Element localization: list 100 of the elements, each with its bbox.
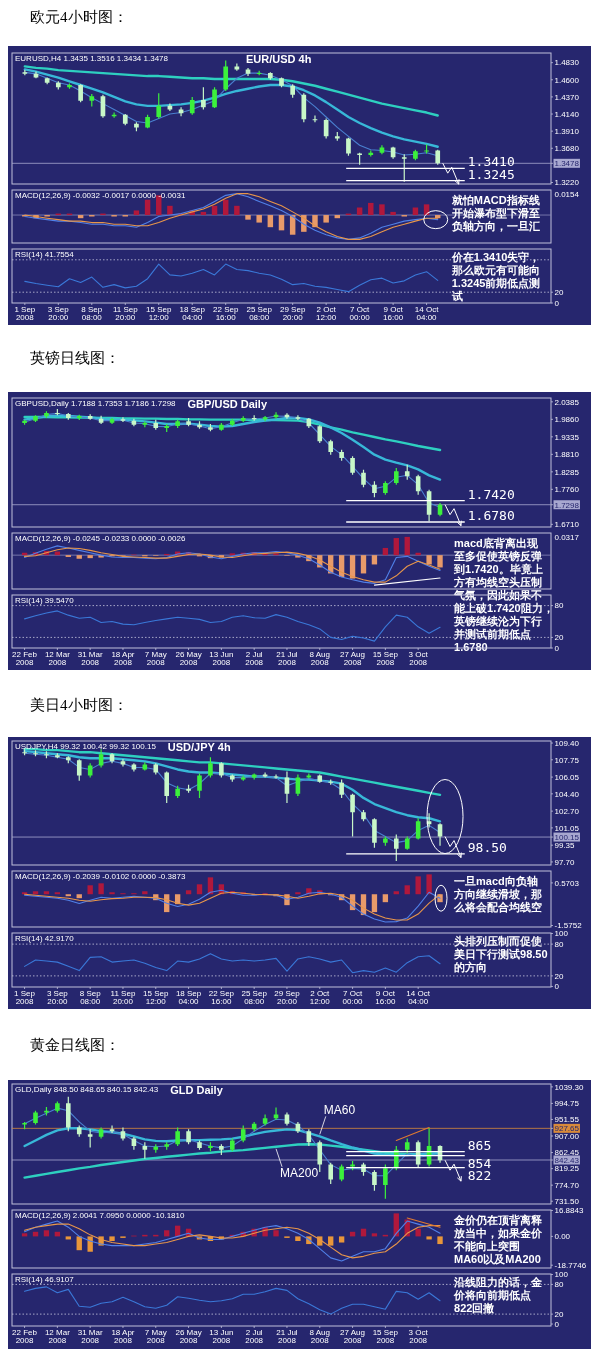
x-tick-label: 3 Oct 2008 bbox=[408, 650, 429, 667]
x-tick-label: 3 Oct 2008 bbox=[408, 1328, 429, 1345]
y-tick-label: 951.55 bbox=[554, 1115, 580, 1125]
x-tick-label: 13 Jun 2008 bbox=[209, 650, 234, 667]
x-tick-label: 22 Feb 2008 bbox=[12, 650, 38, 667]
chart-title: MACD(12,26,9) -0.0032 -0.0017 0.0000 -0.0031 bbox=[15, 191, 186, 200]
y-tick-label: 907.00 bbox=[554, 1131, 580, 1141]
x-tick-label: 26 May 2008 bbox=[175, 650, 202, 667]
y-tick-label: 1.8285 bbox=[554, 467, 580, 477]
x-tick-label: 9 Oct 16:00 bbox=[375, 989, 396, 1006]
x-tick-label: 7 May 2008 bbox=[144, 650, 167, 667]
y-tick-label: 994.75 bbox=[554, 1099, 580, 1109]
annotation: GBPUSD,Daily 1.7188 1.7353 1.7186 1.7298 bbox=[15, 398, 177, 408]
x-tick-label: 7 Oct 00:00 bbox=[349, 305, 371, 322]
y-tick-label: 80 bbox=[554, 601, 564, 611]
y-tick-label: 20 bbox=[554, 288, 564, 297]
chart-title: MACD(12,26,9) 2.0041 7.0950 0.0000 -10.1810 bbox=[15, 1211, 185, 1220]
x-tick-label: 21 Jul 2008 bbox=[276, 650, 298, 667]
y-tick-label: 100 bbox=[554, 1270, 569, 1280]
chart-title: MACD(12,26,9) -0.0245 -0.0233 0.0000 -0.0026 bbox=[15, 534, 186, 543]
y-tick-label: 107.75 bbox=[554, 755, 580, 765]
x-tick-label: 27 Aug 2008 bbox=[340, 1328, 366, 1345]
x-tick-label: 29 Sep 20:00 bbox=[274, 989, 301, 1006]
y-tick-label: 0 bbox=[554, 298, 560, 308]
annotation: EURUSD,H4 1.3435 1.3516 1.3434 1.3478 bbox=[15, 53, 169, 63]
ref-line-label: 98.50 bbox=[467, 839, 507, 855]
text: 一旦macd向负轴方向继续滑坡，那么将会配合均线空头排列压制而促使美日下行测试98.50的方向 bbox=[454, 875, 548, 973]
chart-title: RSI(14) 46.9107 bbox=[15, 1275, 75, 1284]
y-tick-label: 80 bbox=[554, 1280, 564, 1290]
y-tick-label: 20 bbox=[554, 633, 564, 643]
x-tick-label: 8 Aug 2008 bbox=[309, 1328, 330, 1345]
text: 0.0317 bbox=[554, 533, 580, 542]
y-tick-label: 1.4830 bbox=[554, 58, 580, 68]
y-tick-label: 819.25 bbox=[554, 1164, 580, 1174]
y-tick-label: -1.5752 bbox=[554, 921, 583, 931]
x-tick-label: 21 Jul 2008 bbox=[276, 1328, 298, 1345]
annotation: 金价仍在顶背离释放当中，如果金价不能向上突围MA60以及MA200沿线阻力的话，金价将向前期低点822回撤 bbox=[453, 1214, 544, 1314]
x-tick-label: 13 Jun 2008 bbox=[209, 1328, 234, 1345]
text: macd底背离出现至多促使英镑反弹到1.7420。毕竟上方有均线空头压制气氛，因此如果不能上破1.7420阻力，英镑继续沦为下行并测试前期低点1.6780 bbox=[454, 537, 554, 653]
y-tick-label: 0 bbox=[554, 643, 560, 653]
chart-title: RSI(14) 39.5470 bbox=[15, 596, 75, 605]
y-tick-label: 101.05 bbox=[554, 823, 580, 833]
x-tick-label: 22 Sep 16:00 bbox=[213, 305, 239, 322]
x-tick-label: 8 Aug 2008 bbox=[309, 650, 330, 667]
text: 0.0154 bbox=[554, 190, 580, 199]
y-tick-label: 106.05 bbox=[554, 772, 580, 782]
y-tick-label: 0 bbox=[554, 982, 560, 992]
series-label: MA60 bbox=[323, 1103, 356, 1118]
y-tick-label: 731.50 bbox=[554, 1197, 580, 1207]
y-tick-label: 109.40 bbox=[554, 738, 580, 748]
chart-title: MACD(12,26,9) -0.2039 -0.0102 0.0000 -0.3873 bbox=[15, 872, 186, 881]
series-label: MA200 bbox=[280, 1165, 319, 1180]
y-tick-label: 0.5703 bbox=[554, 878, 580, 888]
x-tick-label: 31 Mar 2008 bbox=[77, 650, 103, 667]
x-tick-label: 12 Mar 2008 bbox=[44, 1328, 71, 1345]
x-tick-label: 2 Oct 12:00 bbox=[309, 989, 331, 1006]
x-tick-label: 7 May 2008 bbox=[144, 1328, 167, 1345]
chart-title: RSI(14) 42.9170 bbox=[15, 934, 75, 943]
y-tick-label: 1.9860 bbox=[554, 415, 580, 425]
x-tick-label: 1 Sep 2008 bbox=[14, 305, 36, 322]
x-tick-label: 22 Sep 16:00 bbox=[208, 989, 235, 1006]
y-tick-label: 97.70 bbox=[554, 857, 576, 867]
x-tick-label: 3 Sep 20:00 bbox=[47, 305, 70, 322]
x-tick-label: 1 Sep 2008 bbox=[14, 989, 36, 1006]
y-tick-label: 1.3910 bbox=[554, 126, 580, 136]
chart-title: 英镑日线图： bbox=[30, 350, 120, 366]
annotation: GLD,Daily 848.50 848.65 840.15 842.43 bbox=[15, 1084, 159, 1094]
chart-subtitle: EUR/USD 4h bbox=[246, 53, 312, 65]
x-tick-label: 27 Aug 2008 bbox=[340, 650, 366, 667]
y-tick-label: -18.7746 bbox=[554, 1261, 587, 1270]
y-tick-label: 0 bbox=[554, 1319, 560, 1329]
chart-subtitle: GBP/USD Daily bbox=[187, 398, 268, 410]
x-tick-label: 14 Oct 04:00 bbox=[406, 989, 431, 1006]
y-tick-label: 1039.30 bbox=[554, 1082, 584, 1092]
x-tick-label: 18 Apr 2008 bbox=[111, 1328, 135, 1345]
x-tick-label: 15 Sep 12:00 bbox=[143, 989, 169, 1006]
y-tick-label: 2.0385 bbox=[554, 397, 580, 407]
x-tick-label: 18 Apr 2008 bbox=[111, 650, 135, 667]
chart-title: RSI(14) 41.7554 bbox=[15, 250, 75, 259]
y-tick-label: 1.3220 bbox=[554, 178, 580, 188]
x-tick-label: 18 Sep 04:00 bbox=[179, 305, 206, 322]
y-tick-label: 100 bbox=[554, 929, 569, 939]
chart-title: 美日4小时图： bbox=[30, 697, 128, 713]
y-tick-label: 102.70 bbox=[554, 806, 580, 816]
y-tick-label: 1.4370 bbox=[554, 92, 580, 102]
x-tick-label: 2 Jul 2008 bbox=[245, 1328, 264, 1345]
x-tick-label: 29 Sep 20:00 bbox=[279, 305, 306, 322]
x-tick-label: 9 Oct 16:00 bbox=[383, 305, 404, 322]
y-tick-label: 80 bbox=[554, 939, 564, 949]
x-tick-label: 31 Mar 2008 bbox=[77, 1328, 103, 1345]
y-tick-label: 16.8843 bbox=[554, 1206, 584, 1216]
y-tick-label: 104.40 bbox=[554, 789, 580, 799]
x-tick-label: 8 Sep 08:00 bbox=[81, 305, 103, 322]
x-tick-label: 8 Sep 08:00 bbox=[79, 989, 102, 1006]
y-tick-label: 1.9335 bbox=[554, 432, 580, 442]
annotation: USDJPY,H4 99.32 100.42 99.32 100.15 bbox=[15, 741, 157, 751]
ref-line-label: 865 bbox=[467, 1137, 492, 1153]
x-tick-label: 11 Sep 20:00 bbox=[112, 305, 139, 322]
y-tick-label: 774.70 bbox=[554, 1180, 580, 1190]
y-tick-label: 0.00 bbox=[554, 1232, 571, 1242]
